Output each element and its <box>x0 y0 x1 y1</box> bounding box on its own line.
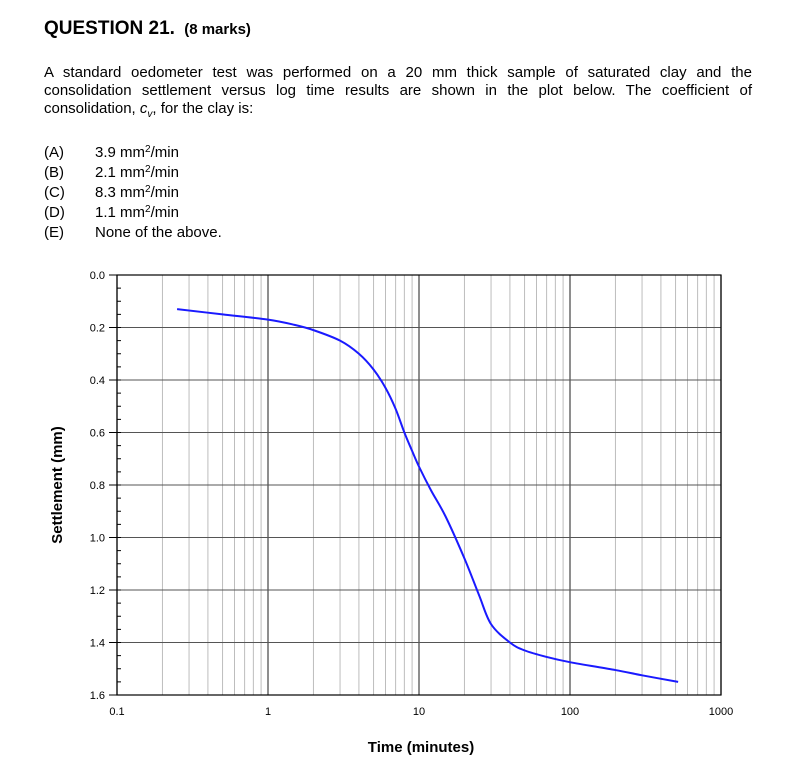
option-unit: /min <box>150 144 179 161</box>
option-sup: 2 <box>145 144 151 155</box>
question-text-end: , for the clay is: <box>152 100 254 117</box>
answer-options: (A) 3.9 mm 2/min (B) 2.1 mm 2/min (C) 8.3 … <box>44 144 222 244</box>
x-tick-label: 0.1 <box>109 706 124 718</box>
y-tick-label: 1.0 <box>90 533 105 545</box>
option-label: (B) <box>44 164 64 181</box>
y-tick-label: 1.4 <box>90 638 105 650</box>
option-c: (C) 8.3 mm 2/min <box>44 184 222 204</box>
option-unit: /min <box>150 204 179 221</box>
y-axis-title: Settlement (mm) <box>49 426 66 544</box>
cv-symbol: c <box>139 100 148 117</box>
question-marks: (8 marks) <box>184 21 251 38</box>
x-tick-label: 10 <box>413 706 425 718</box>
option-label: (A) <box>44 144 64 161</box>
option-value: None of the above. <box>95 224 222 241</box>
y-tick-label: 0.4 <box>90 375 105 387</box>
question-text: A standard oedometer test was performed … <box>44 64 752 124</box>
y-tick-label: 0.0 <box>90 270 105 282</box>
option-label: (E) <box>44 224 64 241</box>
option-a: (A) 3.9 mm 2/min <box>44 144 222 164</box>
y-tick-label: 0.8 <box>90 480 105 492</box>
settlement-curve <box>176 308 679 683</box>
x-tick-label: 1 <box>265 706 271 718</box>
x-tick-label: 1000 <box>709 706 733 718</box>
option-value: 3.9 mm <box>95 144 146 161</box>
option-value: 1.1 mm <box>95 204 146 221</box>
option-label: (C) <box>44 184 65 201</box>
option-b: (B) 2.1 mm 2/min <box>44 164 222 184</box>
x-tick-label: 100 <box>561 706 579 718</box>
option-label: (D) <box>44 204 65 221</box>
cv-subscript: v <box>147 109 153 120</box>
option-value: 2.1 mm <box>95 164 146 181</box>
y-tick-label: 1.6 <box>90 690 105 702</box>
y-tick-label: 0.6 <box>90 428 105 440</box>
option-value: 8.3 mm <box>95 184 146 201</box>
option-sup: 2 <box>145 164 151 175</box>
question-text-start: A standard oedometer test was performed … <box>44 64 752 117</box>
x-axis-title: Time (minutes) <box>368 739 474 756</box>
question-heading: QUESTION 21. (8 marks) <box>44 18 251 40</box>
option-sup: 2 <box>145 204 151 215</box>
option-unit: /min <box>150 164 179 181</box>
option-e: (E) None of the above. <box>44 224 222 244</box>
option-d: (D) 1.1 mm 2/min <box>44 204 222 224</box>
option-sup: 2 <box>145 184 151 195</box>
option-unit: /min <box>150 184 179 201</box>
y-tick-label: 0.2 <box>90 323 105 335</box>
y-tick-label: 1.2 <box>90 585 105 597</box>
question-number: QUESTION 21. <box>44 18 175 39</box>
